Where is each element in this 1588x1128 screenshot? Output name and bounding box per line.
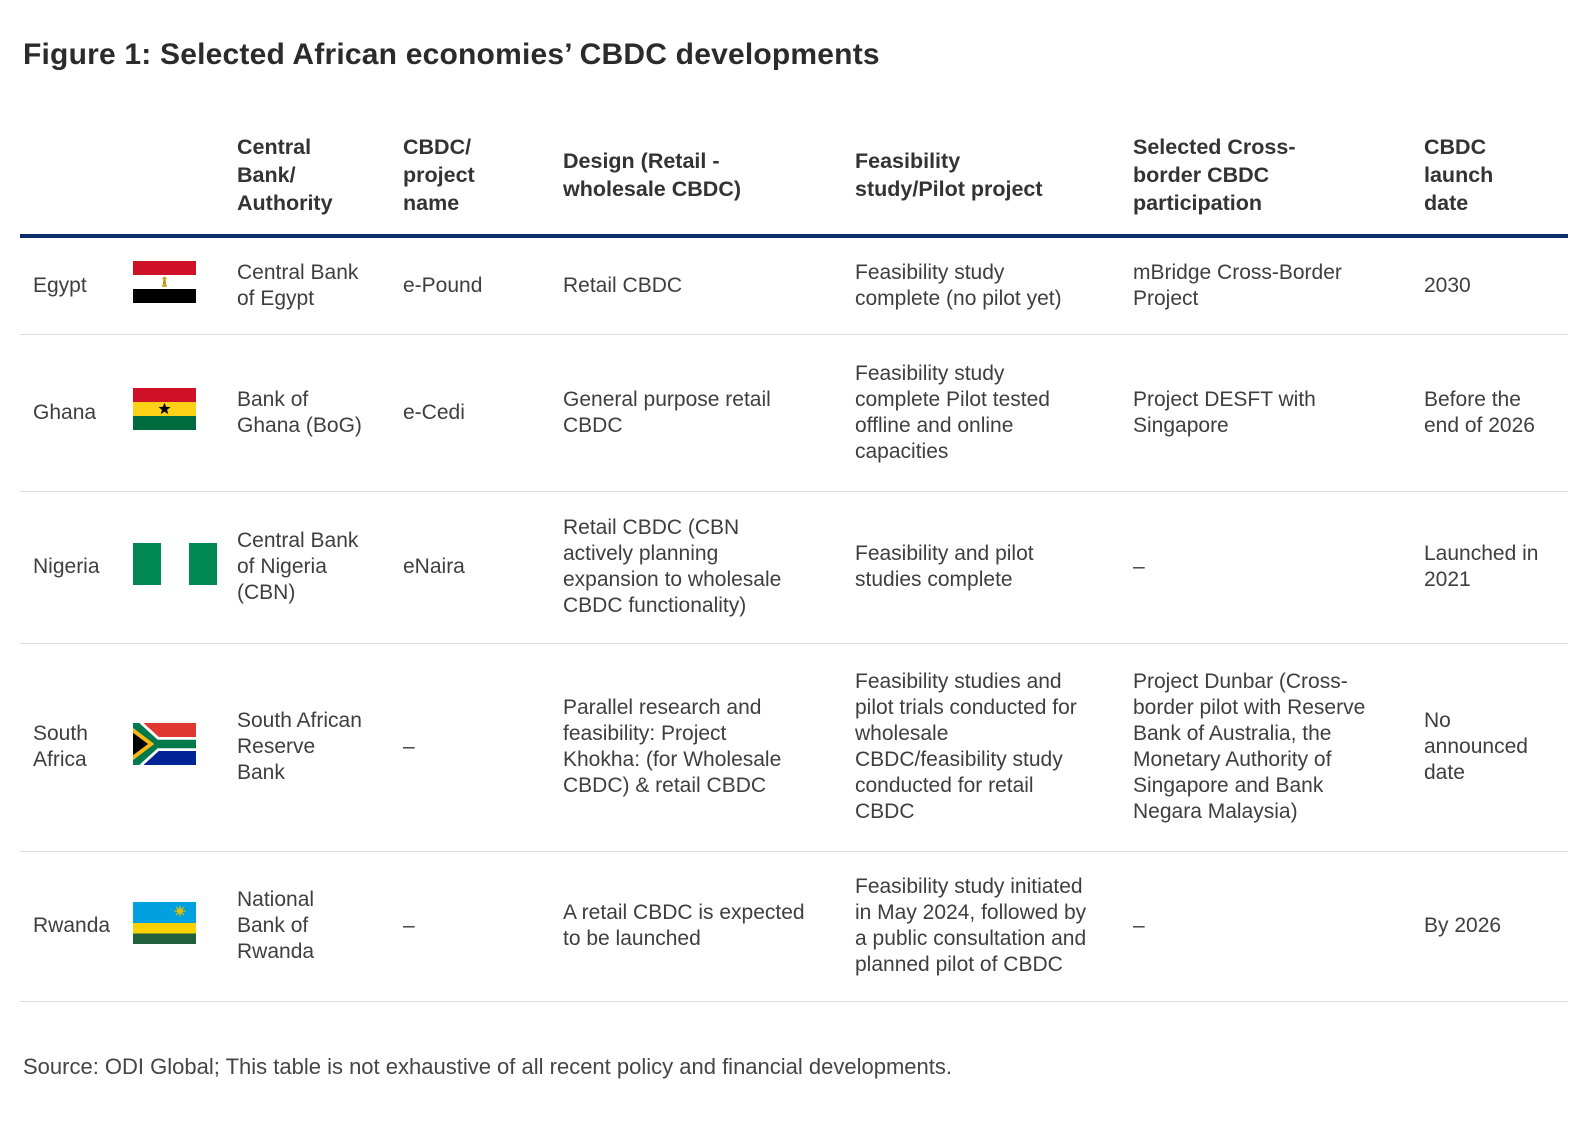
cross-border-cell: Project DESFT with Singapore [1133,387,1316,437]
launch-date-cell: No announced date [1424,709,1528,785]
project-name-cell: – [403,735,415,759]
south-africa-flag-icon [133,722,196,765]
rwanda-flag-icon [133,901,196,944]
header-flag [133,160,237,192]
header-feasibility: Feasibility study/Pilot project [855,148,1043,201]
ghana-flag-icon [133,388,196,431]
feasibility-cell: Feasibility study complete (no pilot yet… [855,260,1062,310]
central-bank-cell: Central Bank of Nigeria (CBN) [237,529,359,605]
header-cross-border: Selected Cross- border CBDC participatio… [1133,135,1296,215]
feasibility-cell: Feasibility study initiated in May 2024,… [855,875,1087,977]
central-bank-cell: South African Reserve Bank [237,709,362,785]
cross-border-cell: – [1133,555,1145,579]
central-bank-cell: Central Bank of Egypt [237,260,359,310]
design-cell: Retail CBDC [563,273,683,297]
design-cell: General purpose retail CBDC [563,387,771,437]
country-name: Nigeria [33,555,100,579]
cross-border-cell: mBridge Cross-Border Project [1133,260,1342,310]
feasibility-cell: Feasibility study complete Pilot tested … [855,361,1050,463]
figure-container: Figure 1: Selected African economies’ CB… [20,38,1568,1079]
project-name-cell: eNaira [403,555,465,579]
header-launch-date: CBDC launch date [1424,135,1494,215]
central-bank-cell: National Bank of Rwanda [237,888,315,964]
launch-date-cell: By 2026 [1424,914,1502,938]
flag-cell [133,886,237,967]
header-design: Design (Retail - wholesale CBDC) [563,148,742,201]
project-name-cell: – [403,914,415,938]
design-cell: A retail CBDC is expected to be launched [563,901,805,951]
nigeria-flag-icon [133,542,217,585]
project-name-cell: e-Cedi [403,400,465,424]
flag-cell [133,527,237,608]
project-name-cell: e-Pound [403,273,483,297]
table-header-row: Central Bank/ Authority CBDC/ project na… [20,118,1568,238]
cross-border-cell: – [1133,914,1145,938]
country-name: South Africa [33,722,88,772]
table-row-ghana: Ghana Bank of Ghana (BoG) e-Cedi General… [20,335,1568,492]
flag-cell [133,372,237,453]
egypt-flag-icon [133,261,196,304]
figure-title: Figure 1: Selected African economies’ CB… [23,38,880,71]
table-row-rwanda: Rwanda [20,852,1568,1002]
table-row-nigeria: Nigeria Central Bank of Nigeria (CBN) eN… [20,492,1568,644]
launch-date-cell: 2030 [1424,273,1471,297]
design-cell: Parallel research and feasibility: Proje… [563,696,782,798]
feasibility-cell: Feasibility studies and pilot trials con… [855,670,1077,824]
cross-border-cell: Project Dunbar (Cross-border pilot with … [1133,670,1366,824]
header-project-name: CBDC/ project name [403,135,475,215]
country-name: Ghana [33,400,97,424]
launch-date-cell: Launched in 2021 [1424,542,1539,592]
feasibility-cell: Feasibility and pilot studies complete [855,542,1034,592]
header-central-bank: Central Bank/ Authority [237,135,333,215]
header-country [20,160,133,192]
table-row-egypt: Egypt Central Bank of Egypt e-Pound [20,238,1568,335]
design-cell: Retail CBDC (CBN actively planning expan… [563,516,782,618]
table-row-south-africa: South Africa South African Reserve Bank … [20,644,1568,852]
flag-cell [133,245,237,326]
cbdc-table: Central Bank/ Authority CBDC/ project na… [20,118,1568,1002]
country-name: Egypt [33,273,87,297]
flag-cell [133,707,237,788]
launch-date-cell: Before the end of 2026 [1424,387,1535,437]
country-name: Rwanda [33,914,111,938]
central-bank-cell: Bank of Ghana (BoG) [237,387,362,437]
source-note: Source: ODI Global; This table is not ex… [23,1053,952,1079]
